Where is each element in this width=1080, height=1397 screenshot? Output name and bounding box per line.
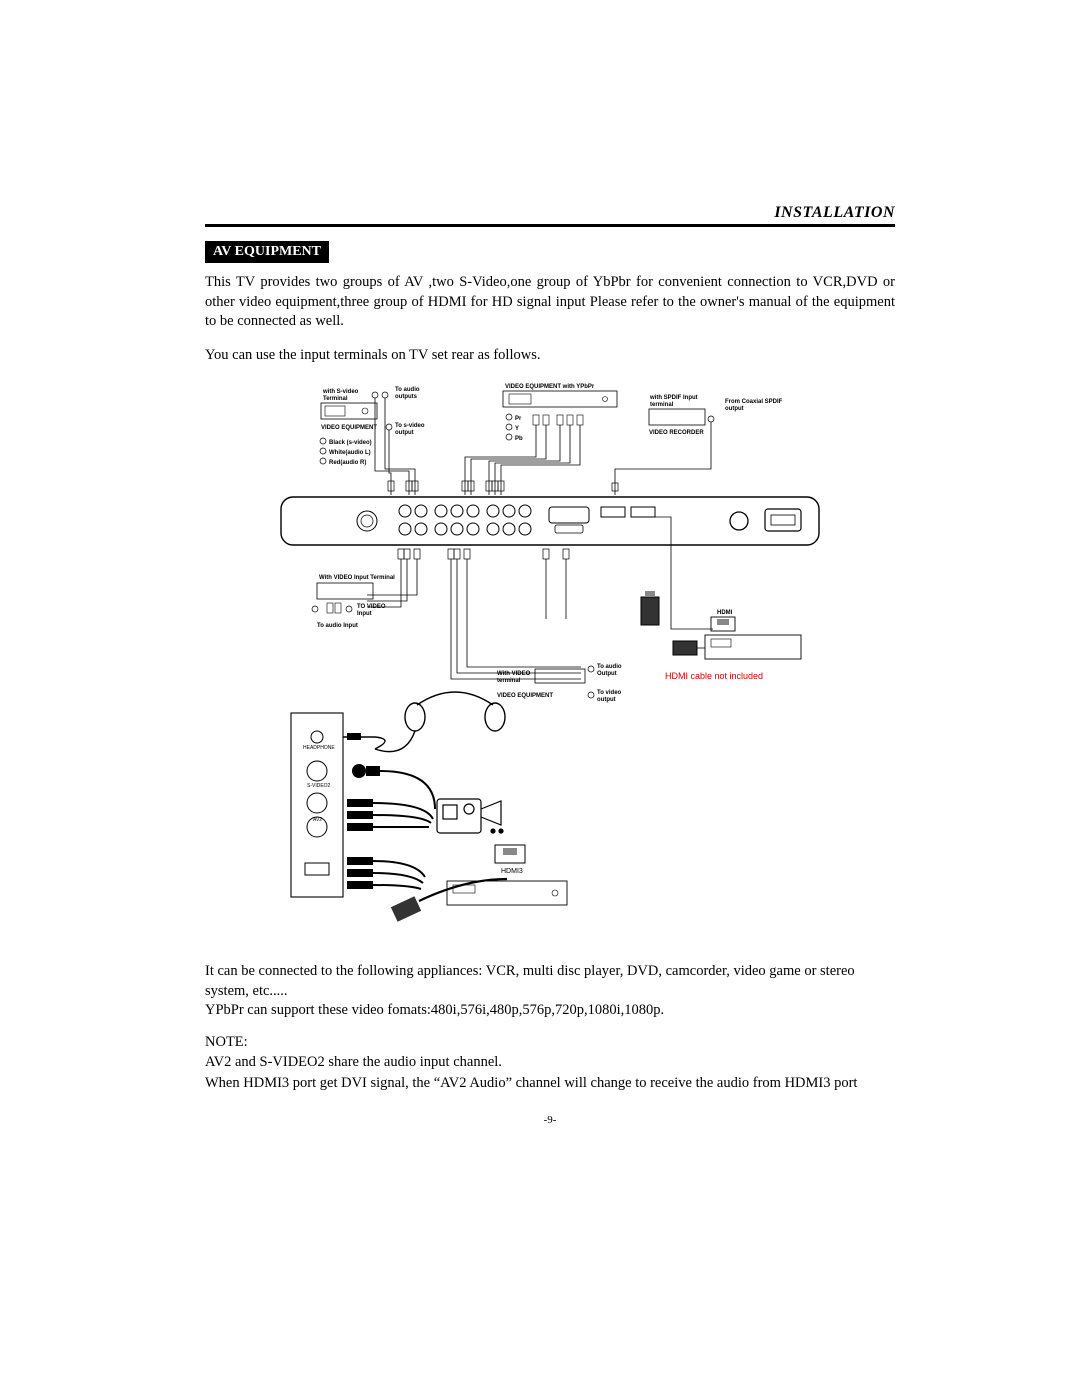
side-panel-box [291, 713, 343, 897]
label-pr: Pr [515, 416, 522, 422]
label-video-recorder: VIDEO RECORDER [649, 430, 704, 436]
label-hdmi3: HDMI3 [501, 868, 523, 875]
label-svideo-terminal: with S-video [322, 389, 359, 395]
hdmi-plug-top [641, 597, 659, 625]
plug-tips-top [388, 481, 618, 491]
label-to-video-input: TO VIDEO [357, 604, 386, 610]
svg-text:outputs: outputs [395, 394, 418, 400]
intro-paragraph-2: You can use the input terminals on TV se… [205, 346, 895, 366]
device-spdif-box [649, 409, 705, 425]
device-ypbpr-box [503, 391, 617, 407]
svg-text:terminal: terminal [650, 402, 674, 408]
label-with-video-terminal: With VIDEO [497, 671, 531, 677]
page-header: INSTALLATION [205, 204, 895, 222]
rear-panel-box [281, 497, 819, 545]
plug-tips-bottom [398, 549, 569, 559]
label-black-svideo: Black (s-video) [329, 440, 372, 446]
svg-text:Output: Output [597, 671, 617, 677]
label-to-video-output: To video [597, 690, 622, 696]
page-content: INSTALLATION AV EQUIPMENT This TV provid… [205, 204, 895, 1126]
appliances-text: It can be connected to the following app… [205, 962, 895, 1001]
label-to-audio-outputs: To audio [395, 387, 420, 393]
top-cables [375, 398, 711, 495]
ypbpr-plugs [533, 415, 583, 425]
label-y: Y [515, 426, 519, 432]
note-line-1: AV2 and S-VIDEO2 share the audio input c… [205, 1053, 895, 1073]
page-number: -9- [205, 1114, 895, 1126]
label-video-equipment: VIDEO EQUIPMENT [321, 425, 377, 431]
label-red-audio-r: Red(audio R) [329, 460, 366, 466]
device-svideo-box [321, 403, 377, 419]
label-svideo-terminal2: Terminal [323, 396, 348, 402]
label-from-coaxial: From Coaxial SPDIF [725, 399, 783, 405]
label-to-audio-output: To audio [597, 664, 622, 670]
label-ypbpr-equipment: VIDEO EQUIPMENT with YPbPr [505, 384, 595, 390]
device-video-in-box [317, 583, 373, 599]
label-to-audio-input: To audio Input [317, 623, 358, 629]
label-pb: Pb [515, 436, 523, 442]
svg-text:output: output [725, 406, 744, 412]
headphones-icon [375, 692, 505, 752]
label-headphone: HEADPHONE [303, 745, 335, 751]
camcorder-icon [437, 799, 503, 833]
label-with-video-input: With VIDEO Input Terminal [319, 575, 395, 581]
side-cables [373, 771, 435, 889]
ypbpr-formats-text: YPbPr can support these video fomats:480… [205, 1001, 895, 1021]
label-hdmi: HDMI [717, 610, 733, 616]
svg-text:terminal: terminal [497, 678, 521, 684]
label-hdmi-warning: HDMI cable not included [665, 671, 763, 681]
header-title: INSTALLATION [774, 204, 895, 222]
label-spdif-terminal: with SPDIF Input [649, 395, 698, 401]
section-tab: AV EQUIPMENT [205, 241, 329, 263]
bottom-cables [367, 517, 713, 679]
diagram-svg: with S-video Terminal VIDEO EQUIPMENT To… [265, 379, 835, 939]
label-video-equipment2: VIDEO EQUIPMENT [497, 693, 553, 699]
device-video-term-box [535, 669, 585, 683]
label-av2: AV2 [313, 817, 322, 823]
label-svideo2: S-VIDEO2 [307, 783, 331, 789]
svg-text:Input: Input [357, 611, 372, 617]
label-white-audio-l: White(audio L) [329, 450, 371, 456]
note-line-2: When HDMI3 port get DVI signal, the “AV2… [205, 1074, 895, 1094]
svg-text:output: output [395, 430, 414, 436]
header-rule [205, 224, 895, 227]
note-label: NOTE: [205, 1033, 895, 1053]
hdmi3-plug [391, 879, 507, 922]
svg-text:output: output [597, 697, 616, 703]
intro-paragraph-1: This TV provides two groups of AV ,two S… [205, 273, 895, 332]
label-to-svideo-output: To s-video [395, 423, 425, 429]
connection-diagram: with S-video Terminal VIDEO EQUIPMENT To… [265, 379, 835, 944]
rear-rca-jacks [399, 505, 531, 535]
